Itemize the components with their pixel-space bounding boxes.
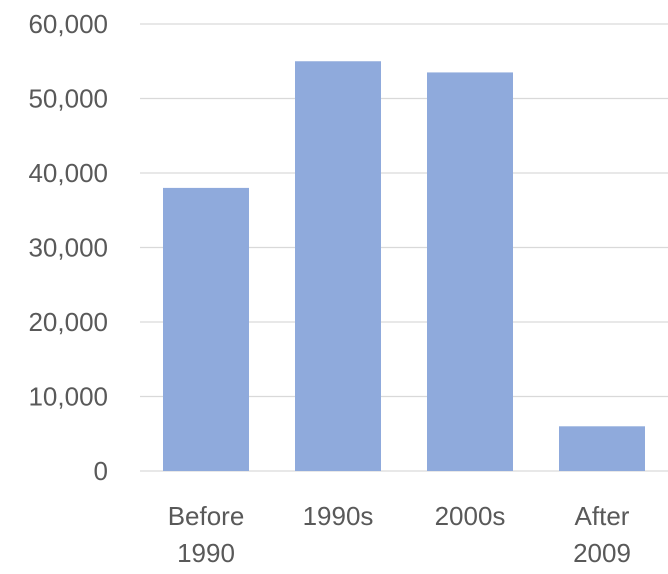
bar [163,187,249,471]
x-tick-label-line: 2009 [573,538,631,568]
x-tick-label-line: Before [168,501,245,531]
bars [163,61,645,472]
y-axis-tick-labels: 0 10,000 20,000 30,000 40,000 50,000 60,000 [28,9,108,486]
x-axis-tick-labels: Before 1990 1990s 2000s After 2009 [168,501,631,568]
x-tick-label-line: After [575,501,630,531]
x-tick-label-line: 1990 [177,538,235,568]
y-tick-label: 20,000 [28,307,108,337]
y-tick-label: 40,000 [28,158,108,188]
bar [427,72,513,472]
y-tick-label: 60,000 [28,9,108,39]
x-tick-label: After 2009 [573,501,631,568]
x-tick-label: Before 1990 [168,501,245,568]
x-tick-label: 1990s [303,501,374,531]
y-tick-label: 0 [94,456,108,486]
y-tick-label: 30,000 [28,233,108,263]
x-tick-label-line: 2000s [435,501,506,531]
bar [559,426,645,471]
x-tick-label-line: 1990s [303,501,374,531]
y-tick-label: 10,000 [28,382,108,412]
x-tick-label: 2000s [435,501,506,531]
bar [295,61,381,471]
y-tick-label: 50,000 [28,84,108,114]
